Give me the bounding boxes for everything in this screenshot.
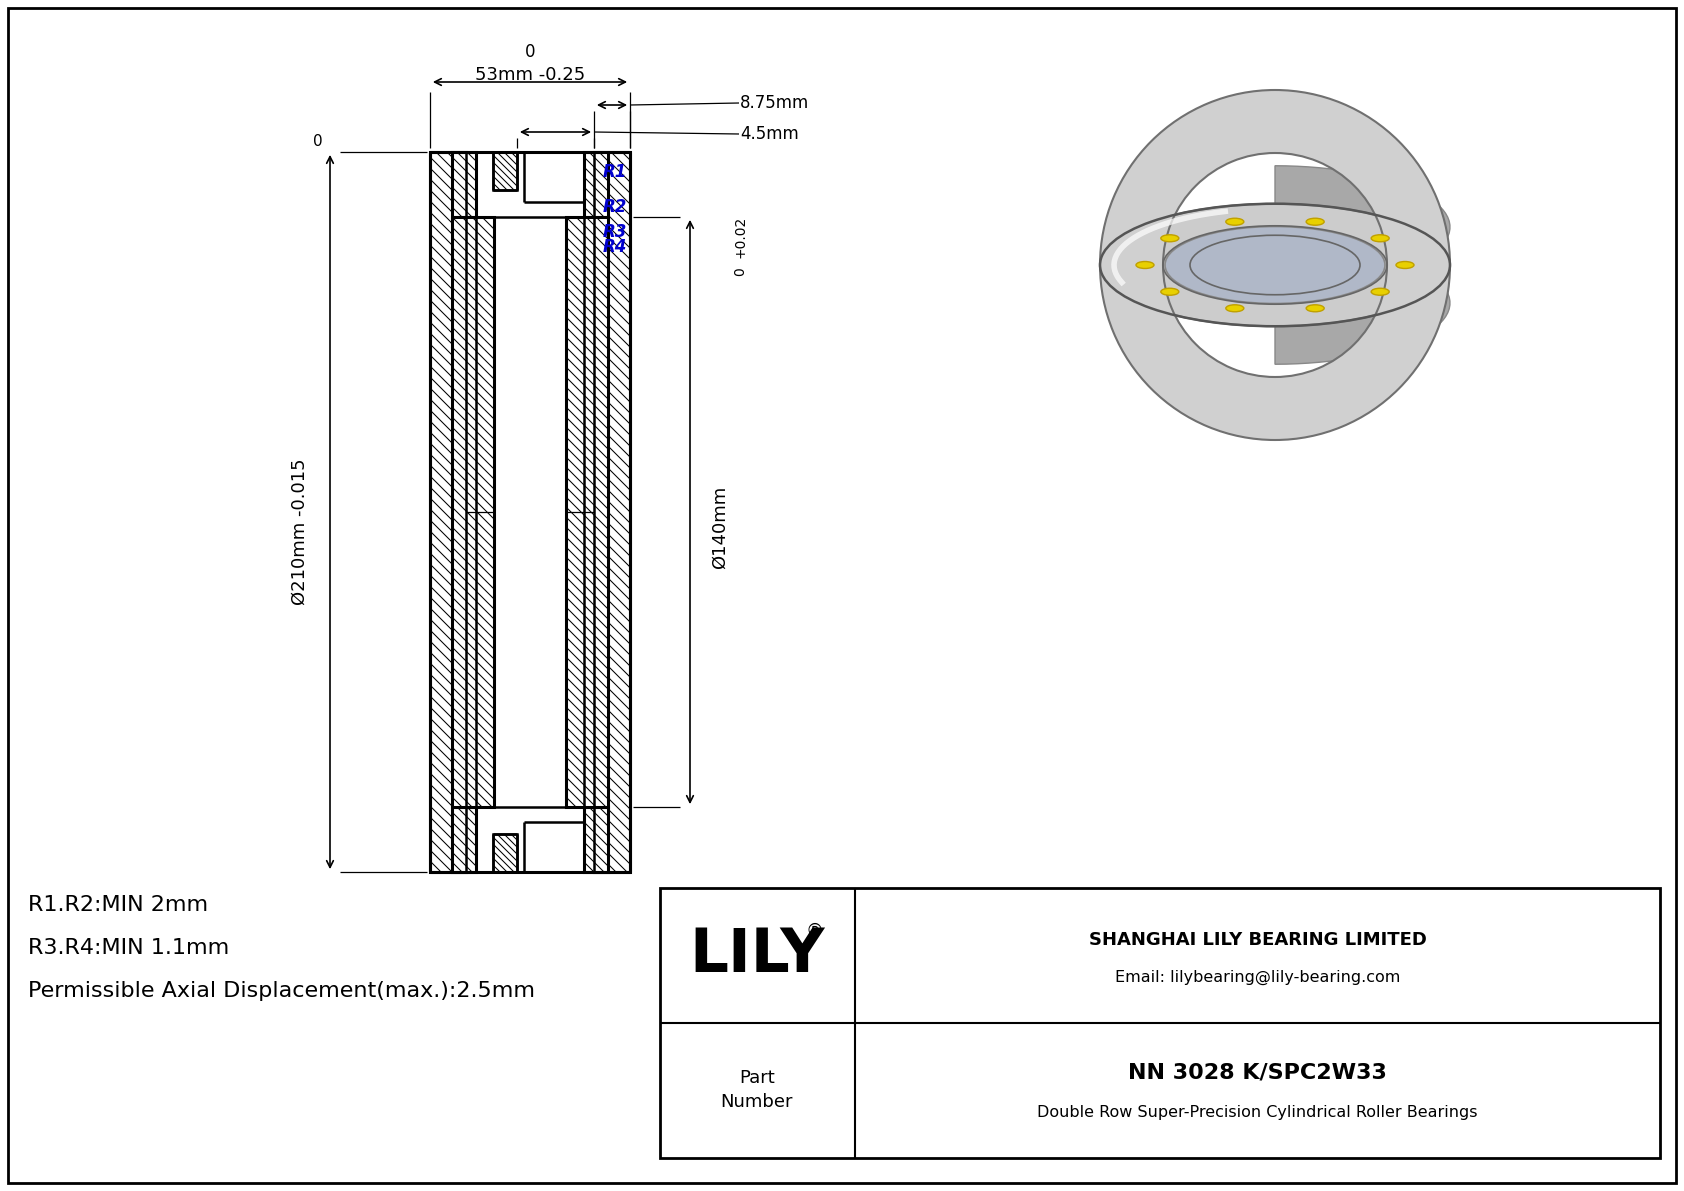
Text: R3.R4:MIN 1.1mm: R3.R4:MIN 1.1mm <box>29 939 229 958</box>
Text: 4.5mm: 4.5mm <box>739 125 798 143</box>
Text: +0.02: +0.02 <box>733 216 748 258</box>
Bar <box>660 888 1660 1158</box>
Text: Email: lilybearing@lily-bearing.com: Email: lilybearing@lily-bearing.com <box>1115 969 1399 985</box>
Text: Part
Number: Part Number <box>721 1070 793 1111</box>
Text: 0: 0 <box>525 43 536 61</box>
Ellipse shape <box>1396 262 1415 268</box>
Text: SHANGHAI LILY BEARING LIMITED: SHANGHAI LILY BEARING LIMITED <box>1088 931 1426 949</box>
Ellipse shape <box>1307 305 1324 312</box>
Polygon shape <box>594 152 630 872</box>
Text: R1: R1 <box>603 163 628 181</box>
Ellipse shape <box>1226 218 1244 225</box>
Text: Ø140mm: Ø140mm <box>711 486 729 568</box>
Polygon shape <box>493 152 517 191</box>
Text: LILY: LILY <box>689 925 825 985</box>
Polygon shape <box>429 152 466 872</box>
Polygon shape <box>1275 166 1450 364</box>
Text: NN 3028 K/SPC2W33: NN 3028 K/SPC2W33 <box>1128 1062 1388 1081</box>
Text: Permissible Axial Displacement(max.):2.5mm: Permissible Axial Displacement(max.):2.5… <box>29 981 536 1000</box>
Text: ®: ® <box>807 922 823 940</box>
Text: Double Row Super-Precision Cylindrical Roller Bearings: Double Row Super-Precision Cylindrical R… <box>1037 1104 1479 1120</box>
Text: 0: 0 <box>733 268 748 276</box>
Polygon shape <box>566 217 608 807</box>
Text: R2: R2 <box>603 198 628 216</box>
Text: Ø210mm -0.015: Ø210mm -0.015 <box>291 459 308 605</box>
Ellipse shape <box>1100 204 1450 326</box>
Polygon shape <box>584 152 608 217</box>
Ellipse shape <box>1307 218 1324 225</box>
Text: R3: R3 <box>603 223 628 241</box>
Text: 0: 0 <box>313 135 323 150</box>
Ellipse shape <box>1371 235 1389 242</box>
Text: 53mm -0.25: 53mm -0.25 <box>475 66 584 85</box>
Ellipse shape <box>1160 288 1179 295</box>
Polygon shape <box>451 807 477 872</box>
Text: R1.R2:MIN 2mm: R1.R2:MIN 2mm <box>29 894 209 915</box>
Ellipse shape <box>1137 262 1154 268</box>
Ellipse shape <box>1226 305 1244 312</box>
Ellipse shape <box>1191 236 1361 294</box>
Polygon shape <box>493 834 517 872</box>
Text: R4: R4 <box>603 238 628 256</box>
Polygon shape <box>584 807 608 872</box>
Polygon shape <box>451 217 493 807</box>
Ellipse shape <box>1165 226 1384 304</box>
Polygon shape <box>451 152 477 217</box>
Ellipse shape <box>1371 288 1389 295</box>
Ellipse shape <box>1160 235 1179 242</box>
Text: 8.75mm: 8.75mm <box>739 94 810 112</box>
